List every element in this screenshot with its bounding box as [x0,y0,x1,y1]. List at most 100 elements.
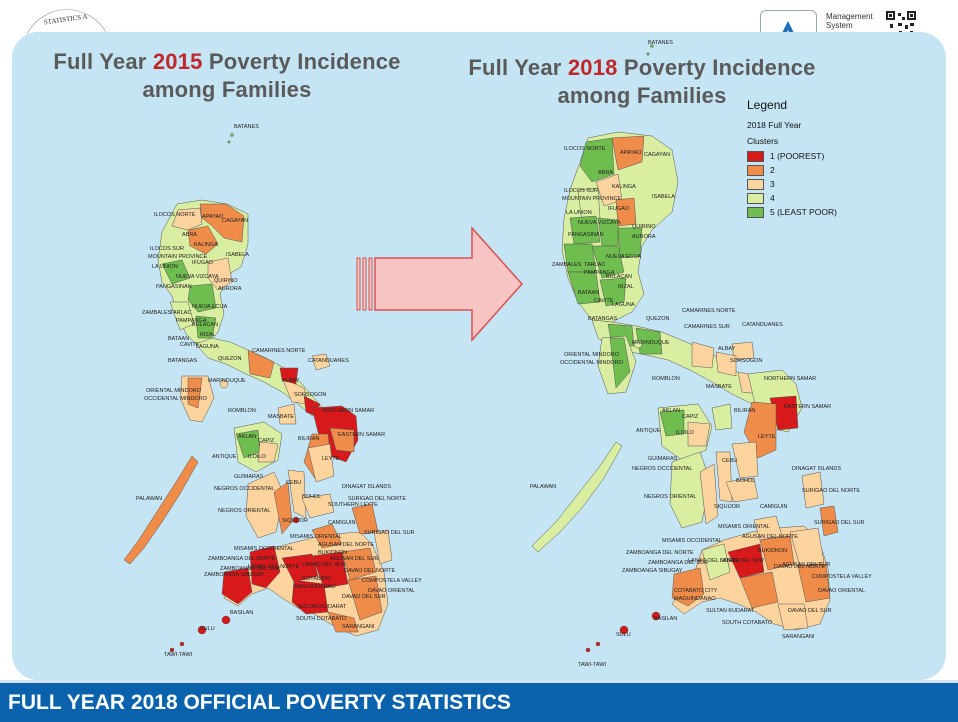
province-label: CATANDUANES [308,358,349,364]
legend-item: 1 (POOREST) [747,149,887,163]
province-label: LA UNION [152,264,178,270]
province-label: BATANGAS [168,358,197,364]
province-label: ANTIQUE [212,454,237,460]
province-label: PAMPANGA [584,270,615,276]
province-label: BASILAN [230,610,253,616]
province-label: CAGAYAN [222,218,248,224]
legend-label: 2 [770,165,775,175]
legend-item: 5 (LEAST POOR) [747,205,887,219]
province-label: BOHOL [302,494,321,500]
province-label: ILOCOS SUR [564,188,598,194]
province-label: SORSOGON [294,392,326,398]
province-label: ILOILO [676,430,694,436]
province-label: ISABELA [652,194,675,200]
province-label: DAVAO ORIENTAL [368,588,415,594]
legend-title: Legend [747,98,788,112]
province-label: NEGROS ORIENTAL [644,494,696,500]
province-label: NUEVA VIZCAYA [578,220,621,226]
province-label: SULU [616,632,631,638]
legend-clusters-label: Clusters [747,136,779,146]
province-label: MISAMIS OCCIDENTAL [234,546,294,552]
province-label: SULU [200,626,215,632]
title-2018-line2: among Families [557,83,727,108]
province-label: QUIRINO [632,224,656,230]
province-label: SURIGAO DEL NORTE [348,496,406,502]
province-label: CAPIZ [682,414,699,420]
province-label: ORIENTAL MINDORO [564,352,620,358]
province-label: TARLAC [584,262,605,268]
legend-item: 2 [747,163,887,177]
province-label: CAMIGUIN [328,520,356,526]
province-label: IFUGAO [192,260,214,266]
province-label: MASBATE [268,414,294,420]
province-label: PALAWAN [530,484,556,490]
province-label: ROMBLON [228,408,256,414]
province-label: SARANGANI [782,634,815,640]
province-label: ALBAY [718,346,736,352]
province-label: MAGUINDANAO [674,596,716,602]
title-2015: Full Year 2015 Poverty Incidence among F… [37,48,417,104]
title-2015-line2: among Families [142,77,312,102]
footer-title: FULL YEAR 2018 OFFICIAL POVERTY STATISTI… [8,691,511,714]
province-label: TARLAC [170,310,191,316]
province-label: BATANES [234,124,259,130]
province-label: MARINDUQUE [632,340,670,346]
province-label: NORTHERN SAMAR [322,408,374,414]
province-label: KALINGA [194,242,218,248]
province-label: CATANDUANES [742,322,783,328]
legend-item: 4 [747,191,887,205]
province-label: ILOCOS SUR [150,246,184,252]
province-label: CAVITE [594,298,614,304]
province-label: ZAMBOANGA SIBUGAY [622,568,683,574]
province-label: BATAAN [578,290,599,296]
province-label: MOUNTAIN PROVINCE [148,254,208,260]
province-label: CAPIZ [258,438,275,444]
legend-items: 1 (POOREST) 2 3 4 5 (LEAST POOR) [747,149,887,219]
province-label: SORSOGON [730,358,762,364]
province-label: ROMBLON [652,376,680,382]
map-2018 [531,44,839,653]
province-label: ZAMBOANGA DEL SUR [220,566,280,572]
province-label: SULTAN KUDARAT [706,608,755,614]
province-label: NORTHERN SAMAR [764,376,816,382]
province-label: ZAMBALES [552,262,582,268]
province-label: ILOCOS NORTE [154,212,196,218]
province-label: ZAMBALES [142,310,172,316]
province-label: ZAMBOANGA DEL NORTE [626,550,694,556]
province-label: DAVAO DEL SUR [342,594,386,600]
province-label: KALINGA [612,184,636,190]
province-label: ZAMBOANGA DEL NORTE [208,556,276,562]
province-label: SURIGAO DEL SUR [364,530,415,536]
province-label: PANGASINAN [156,284,192,290]
province-label: AGUSAN DEL SUR [782,562,830,568]
transition-arrow [356,226,524,342]
title-2015-prefix: Full Year [53,49,153,74]
province-label: MISAMIS ORIENTAL [290,534,342,540]
province-label: LAGUNA [196,344,219,350]
province-label: BOHOL [736,478,755,484]
province-label: SIQUIJOR [282,518,308,524]
map-2015 [123,133,393,653]
province-label: CEBU [286,480,301,486]
province-label: ORIENTAL MINDORO [146,388,202,394]
province-label: SURIGAO DEL SUR [814,520,865,526]
map-2018-labels: BATANES ILOCOS NORTE APAYAO CAGAYAN ABRA KALI… [530,40,872,668]
province-label: SARANGANI [342,624,375,630]
province-label: BATANES [648,40,673,46]
province-label: BULACAN [192,322,218,328]
top-frame: STATISTICS A Management System [0,0,958,44]
province-label: LANAO DEL NORTE [248,564,300,570]
province-label: RIZAL [618,284,634,290]
mgmt-line1: Management [826,12,873,21]
legend-label: 5 (LEAST POOR) [770,207,837,217]
province-label: MISAMIS OCCIDENTAL [662,538,722,544]
province-label: COMPOSTELA VALLEY [362,578,422,584]
province-label: AURORA [632,234,656,240]
legend-label: 1 (POOREST) [770,151,825,161]
legend-swatch [747,206,764,218]
footer-bar: FULL YEAR 2018 OFFICIAL POVERTY STATISTI… [0,680,958,722]
province-label: PALAWAN [136,496,162,502]
province-label: AGUSAN DEL NORTE [318,542,374,548]
